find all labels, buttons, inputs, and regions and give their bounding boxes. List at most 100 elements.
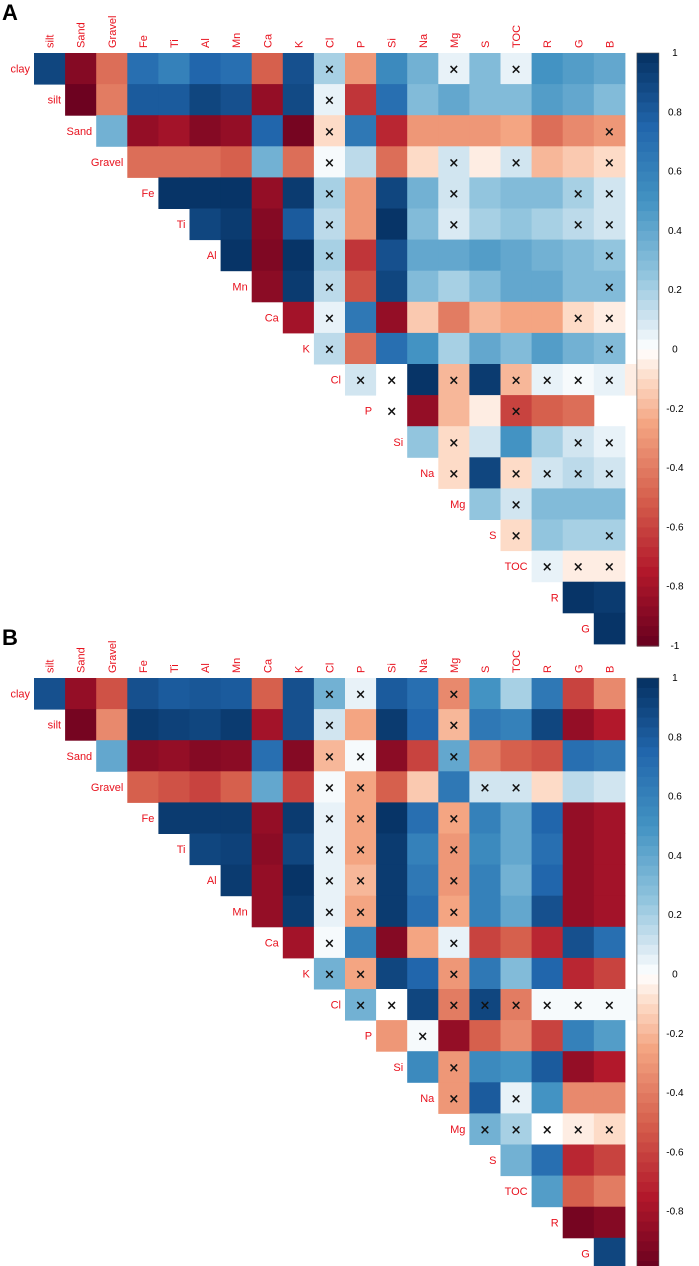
colorbar-segment [636,806,659,817]
heatmap-cell [376,301,408,334]
heatmap-cell [313,53,346,85]
colorbar-segment [636,1221,659,1233]
colorbar-tick-label: -0.2 [666,404,684,415]
row-label: R [551,592,559,604]
heatmap-cell [158,115,190,147]
heatmap-cell [251,771,284,803]
heatmap-cell [531,239,564,272]
heatmap-cell [593,488,626,520]
heatmap-cell [562,989,595,1021]
heatmap-cell [407,146,439,178]
column-label: P [356,41,368,48]
heatmap-cell [189,146,222,178]
heatmap-cell [96,740,128,772]
heatmap-cell [531,957,564,990]
insignificant-mark: × [386,405,397,420]
heatmap-cell [593,208,626,241]
colorbar-segment [636,191,659,202]
heatmap-cell [220,833,253,866]
heatmap-cell [345,270,377,303]
heatmap-cell [531,740,564,772]
heatmap-cell [345,833,377,866]
heatmap-cell [531,1144,564,1177]
insignificant-mark: × [324,156,335,171]
insignificant-mark: × [355,781,366,796]
heatmap-cell [593,1020,626,1052]
heatmap-cell [593,1144,626,1177]
heatmap-cell [500,488,533,520]
column-label: Fe [138,35,150,48]
insignificant-mark: × [604,529,615,544]
heatmap-cell [438,395,470,427]
heatmap-cell [251,678,284,710]
column-label: Mg [449,658,461,673]
colorbar-segment [636,895,659,906]
insignificant-mark: × [355,905,366,920]
colorbar-tick-label: -0.6 [666,522,684,533]
heatmap-cell [345,895,377,928]
colorbar-segment [636,517,659,528]
row-label: Mn [232,906,247,918]
column-label: Gravel [107,16,119,48]
colorbar-segment [636,181,659,192]
heatmap-cell [34,53,66,85]
heatmap-cell [407,957,439,990]
insignificant-mark: × [604,187,615,202]
heatmap-cell [562,1144,595,1177]
heatmap-cell [500,208,533,241]
heatmap-cell [158,53,190,85]
insignificant-mark: × [542,1123,553,1138]
heatmap-cell [593,895,626,928]
insignificant-mark: × [604,467,615,482]
heatmap-cell [345,957,377,990]
insignificant-mark: × [324,936,335,951]
insignificant-mark: × [604,249,615,264]
insignificant-mark: × [511,1092,522,1107]
column-label: Mg [449,33,461,48]
heatmap-cell [313,771,346,803]
colorbar-segment [636,132,659,143]
heatmap-cell [220,740,253,772]
row-label: Ti [177,844,186,856]
heatmap-cell [376,84,408,116]
column-label: Ca [262,33,274,48]
heatmap-cell [438,457,470,489]
heatmap-cell [282,895,315,928]
colorbar-tick-label: 0 [672,970,678,981]
heatmap-cell [500,364,533,396]
colorbar-tick-label: 0.8 [668,107,682,118]
insignificant-mark: × [604,125,615,140]
heatmap-cell [531,270,564,303]
colorbar-segment [636,1162,659,1173]
insignificant-mark: × [355,999,366,1014]
heatmap-cell [531,1113,564,1145]
heatmap-cell [593,177,626,209]
insignificant-mark: × [324,719,335,734]
heatmap-cell [313,678,346,710]
heatmap-cell [96,115,128,147]
colorbar-segment [636,62,659,74]
colorbar-segment [636,201,659,212]
insignificant-mark: × [448,812,459,827]
row-label: K [303,968,311,980]
colorbar-segment [636,944,659,956]
insignificant-mark: × [604,560,615,575]
heatmap-cell [531,1175,564,1208]
heatmap-cell [158,740,190,772]
heatmap-cell [531,802,564,834]
heatmap-cell [531,457,564,489]
colorbar-segment [636,1241,659,1252]
heatmap-cell [593,612,626,645]
heatmap-cell [251,895,284,928]
heatmap-cell [593,864,626,897]
heatmap-cell [438,301,470,334]
heatmap-cell [562,519,595,552]
heatmap-cell [593,1175,626,1208]
heatmap-cell [469,395,501,427]
insignificant-mark: × [324,280,335,295]
insignificant-mark: × [511,498,522,513]
column-label: TOC [511,25,523,48]
insignificant-mark: × [386,374,397,389]
row-label: TOC [505,561,528,573]
insignificant-mark: × [448,436,459,451]
